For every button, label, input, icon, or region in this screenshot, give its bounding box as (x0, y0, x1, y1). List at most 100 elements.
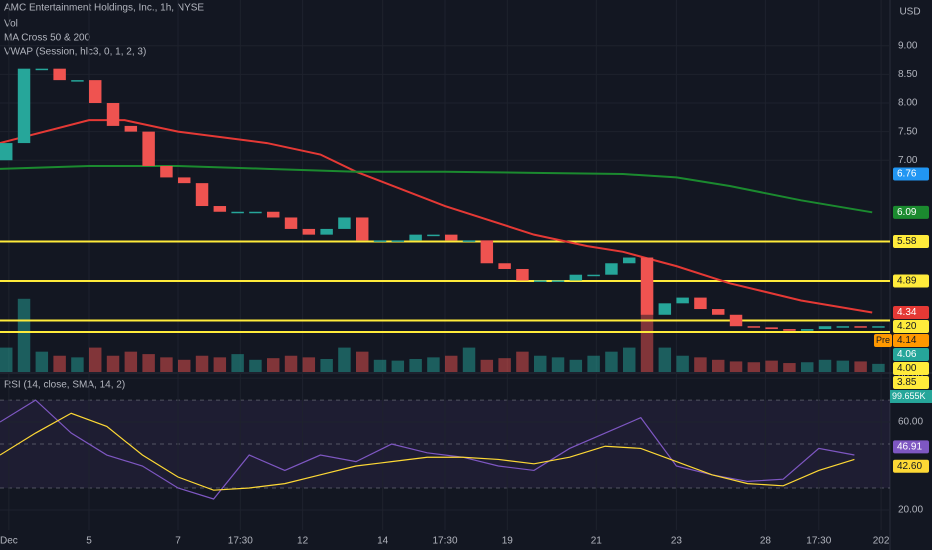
volume-bar (356, 351, 369, 372)
volume-bar (729, 361, 743, 372)
volume-bar (338, 347, 351, 372)
volume-bar (551, 357, 565, 372)
volume-bar (765, 360, 778, 372)
volume-bar (35, 351, 49, 372)
candle (53, 68, 66, 81)
pre-label: Pre (876, 335, 890, 345)
candle (35, 68, 49, 71)
candle (373, 240, 387, 242)
x-tick-label: 12 (297, 536, 309, 547)
candle (729, 314, 743, 327)
rsi-line (0, 412, 855, 491)
x-tick-label: 17:30 (228, 536, 253, 547)
candle (356, 217, 369, 241)
volume-bar (53, 355, 66, 372)
rsi-tag (893, 440, 929, 454)
volume-bar (302, 357, 316, 372)
candle (195, 183, 209, 207)
candle (17, 68, 31, 144)
candle (338, 217, 351, 229)
candle (391, 240, 405, 242)
volume-bar (854, 361, 867, 372)
price-tag (893, 333, 929, 347)
legend-vwap: VWAP (Session, hlc3, 0, 1, 2, 3) (4, 47, 146, 58)
price-tag-label: 4.34 (897, 307, 917, 318)
price-tag (893, 347, 929, 361)
x-tick-label: 202 (873, 536, 890, 547)
price-tag (893, 167, 929, 181)
volume-bar (249, 359, 262, 372)
volume-bar (17, 298, 31, 372)
candle (551, 280, 565, 282)
volume-bar (89, 347, 102, 372)
price-tag-label: 4.14 (897, 335, 917, 346)
candle (231, 211, 244, 214)
volume-bar (818, 359, 832, 372)
volume-bar (587, 355, 600, 372)
rsi-tag (893, 459, 929, 473)
candle (427, 234, 440, 237)
y-tick-label: 8.50 (898, 69, 918, 80)
candle (0, 143, 13, 161)
price-tag (893, 305, 929, 319)
candle (160, 165, 173, 178)
candle (605, 263, 618, 275)
price-tag-label: 6.09 (897, 207, 917, 218)
x-tick-label: 14 (377, 536, 389, 547)
candle (142, 131, 155, 166)
candle (267, 211, 280, 218)
price-tag-label: 6.76 (897, 169, 917, 180)
x-tick-label: 23 (671, 536, 683, 547)
volume-bar (783, 363, 796, 372)
volume-bar (142, 354, 155, 372)
legend-ma: MA Cross 50 & 200 (4, 33, 91, 44)
candle (818, 326, 832, 330)
price-tag-label: 4.89 (897, 276, 917, 287)
legend-vol: Vol (4, 19, 18, 30)
volume-bar (391, 360, 405, 372)
pre-badge (874, 333, 892, 347)
candle (480, 240, 494, 264)
x-tick-label: 17:30 (432, 536, 457, 547)
volume-bar (498, 358, 511, 372)
candle (569, 274, 583, 281)
volume-bar (516, 351, 529, 372)
x-tick-label: 17:30 (806, 536, 831, 547)
volume-bar (320, 358, 333, 372)
x-tick-label: Dec (0, 536, 18, 547)
volume-bar (747, 362, 761, 372)
volume-bar (462, 347, 476, 372)
candle (302, 228, 316, 235)
volume-bar (676, 355, 689, 372)
candle (676, 297, 689, 304)
candle (213, 206, 227, 212)
volume-bar (534, 355, 547, 372)
candle (854, 326, 867, 328)
x-tick-label: 28 (760, 536, 772, 547)
candle (587, 274, 600, 277)
volume-bar (569, 359, 583, 372)
volume-bar (71, 357, 84, 372)
volume-bar (195, 355, 209, 372)
y-tick-label: 60.00 (898, 417, 923, 428)
price-tag (893, 205, 929, 219)
volume-bar (373, 359, 387, 372)
x-tick-label: 19 (502, 536, 514, 547)
candle (409, 234, 422, 241)
volume-bar (658, 347, 672, 372)
volume-bar (480, 359, 494, 372)
candle (249, 211, 262, 214)
candle (106, 103, 120, 126)
rsi-tag-label: 46.91 (897, 441, 922, 452)
volume-tag (890, 389, 932, 403)
candle (320, 228, 333, 235)
price-tag (893, 274, 929, 288)
volume-bar (106, 355, 120, 372)
price-tag (893, 375, 929, 389)
candle (783, 329, 796, 331)
volume-bar (801, 362, 814, 372)
volume-bar (0, 347, 13, 372)
volume-bar (213, 357, 227, 372)
candle (89, 80, 102, 104)
